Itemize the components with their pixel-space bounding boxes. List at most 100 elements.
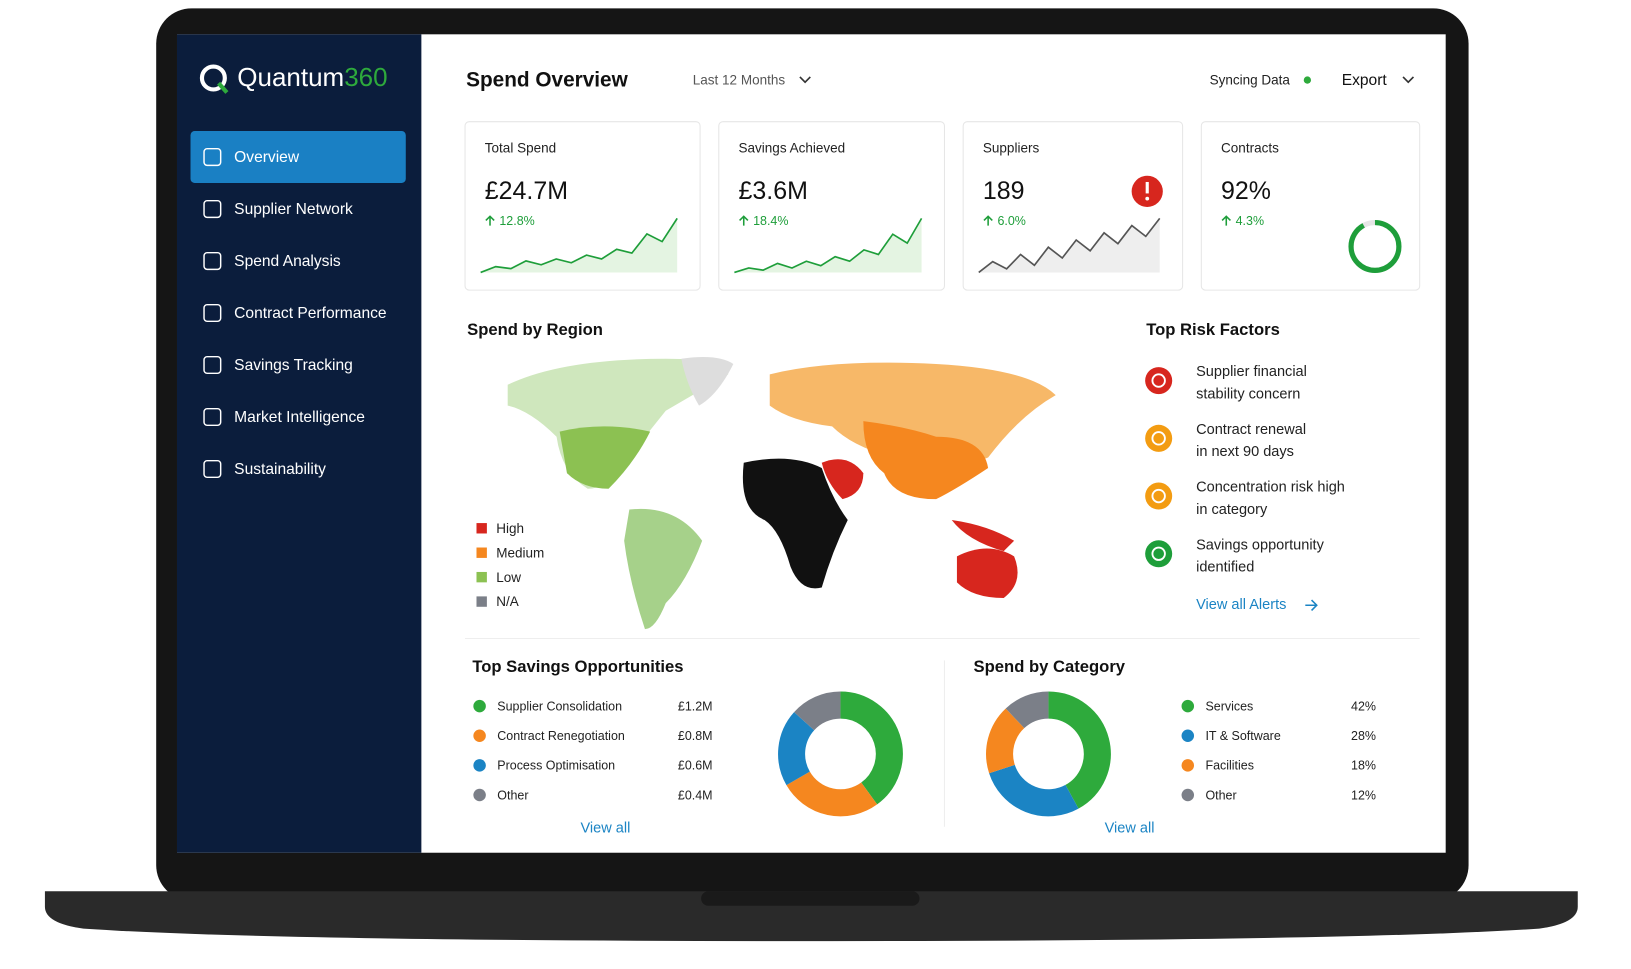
legend-dot (1181, 759, 1195, 772)
brand-name: Quantum (237, 62, 344, 92)
nav-icon (203, 199, 222, 219)
world-map (507, 357, 1056, 630)
alert-mark (1145, 181, 1149, 194)
item-name: IT & Software (1205, 729, 1280, 743)
kpi-card (1200, 121, 1421, 291)
nav-item[interactable]: Contract Performance (234, 305, 386, 322)
nav-item[interactable]: Market Intelligence (234, 409, 365, 426)
legend-dot (1181, 729, 1195, 742)
map-region (951, 519, 1015, 552)
nav-item[interactable]: Sustainability (234, 461, 326, 478)
legend-swatch (476, 596, 487, 607)
donut-segment (778, 712, 815, 786)
up-arrow (739, 215, 749, 226)
nav-icon (203, 407, 222, 427)
up-arrow (1221, 215, 1231, 226)
kpi-value: £3.6M (739, 177, 808, 205)
kpi-label: Total Spend (485, 140, 556, 155)
risk-icon-inner (1151, 431, 1166, 446)
item-name: Services (1205, 699, 1253, 713)
nav-icon (203, 303, 222, 323)
legend-swatch (476, 547, 487, 558)
nav-item[interactable]: Savings Tracking (234, 357, 353, 374)
legend-dot (1181, 788, 1195, 802)
kpi-value: 189 (983, 177, 1025, 205)
laptop-notch (701, 891, 920, 906)
donut-segment (986, 708, 1025, 774)
legend-label: Medium (496, 545, 544, 560)
legend-dot (473, 759, 486, 772)
risk-icon-inner (1151, 373, 1166, 388)
legend-swatch (476, 523, 487, 534)
risk-panel: Top Risk Factors Supplier financial stabil… (1145, 320, 1345, 613)
item-value: 18% (1351, 759, 1376, 773)
legend-dot (473, 729, 486, 742)
donut-segment (1005, 691, 1050, 729)
item-value: £0.8M (678, 729, 713, 743)
nav-icon (203, 147, 222, 167)
kpi-value: 92% (1221, 177, 1271, 205)
up-arrow (983, 215, 993, 226)
legend-label: Low (496, 570, 521, 585)
nav-item[interactable]: Supplier Network (234, 201, 353, 218)
logo-icon (217, 81, 229, 94)
kpi-label: Suppliers (983, 140, 1040, 155)
donut-segment (786, 771, 878, 817)
risk-text: in next 90 days (1196, 444, 1294, 460)
sync-dot (1303, 76, 1312, 84)
item-value: 42% (1351, 699, 1376, 713)
sparkline-area (978, 218, 1160, 273)
sparkline (978, 217, 1161, 274)
sparkline-area (734, 218, 922, 273)
view-all-link[interactable]: View all (580, 821, 630, 837)
map-region (742, 458, 848, 589)
item-value: £0.6M (678, 759, 713, 773)
item-value: 28% (1351, 729, 1376, 743)
map-region (956, 548, 1018, 598)
sparkline-area (480, 218, 678, 273)
brand: Quantum360 (237, 62, 387, 92)
item-value: £0.4M (678, 788, 713, 802)
period-select[interactable]: Last 12 Months (693, 73, 786, 88)
alerts-link[interactable]: View all Alerts (1196, 597, 1286, 613)
map-region (559, 426, 651, 489)
nav-item[interactable]: Spend Analysis (234, 253, 341, 270)
section-title: Spend by Region (467, 320, 603, 339)
bottom-panels: Top Savings Opportunities Supplier Consol… (472, 657, 1376, 837)
risk-icon (1145, 424, 1173, 452)
progress-ring (1348, 219, 1402, 273)
up-arrow (485, 215, 495, 226)
item-name: Supplier Consolidation (497, 699, 622, 713)
kpi-row: Total Spend £24.7M 12.8% Savings Achieved £3… (464, 121, 1421, 291)
sparkline (480, 217, 678, 274)
map-region (624, 508, 703, 630)
view-all-link[interactable]: View all (1105, 821, 1155, 837)
map-region (507, 358, 729, 489)
legend-label: High (496, 521, 524, 536)
page-title: Spend Overview (466, 69, 629, 92)
chevron (1402, 76, 1415, 84)
nav: Overview Supplier Network Spend Analysis Co… (203, 147, 387, 479)
legend-swatch (476, 571, 487, 583)
nav-item[interactable]: Overview (234, 149, 300, 166)
kpi-label: Contracts (1221, 140, 1279, 155)
nav-icon (203, 251, 222, 271)
export-button[interactable]: Export (1342, 72, 1388, 89)
item-name: Contract Renegotiation (497, 729, 625, 743)
map-region (681, 357, 734, 406)
kpi-label: Savings Achieved (739, 140, 846, 155)
map-legend: High Medium Low N/A (476, 521, 544, 609)
nav-active[interactable] (190, 131, 406, 184)
laptop-base (44, 891, 1578, 942)
item-name: Other (1205, 788, 1236, 802)
risk-text: Savings opportunity (1196, 537, 1324, 553)
chevron (799, 76, 811, 84)
kpi-change: 6.0% (997, 214, 1025, 228)
risk-icon (1145, 367, 1173, 395)
risk-icon-inner (1151, 546, 1166, 561)
logo-icon (199, 64, 227, 92)
legend-label: N/A (496, 594, 519, 609)
nav-icon (203, 459, 222, 479)
